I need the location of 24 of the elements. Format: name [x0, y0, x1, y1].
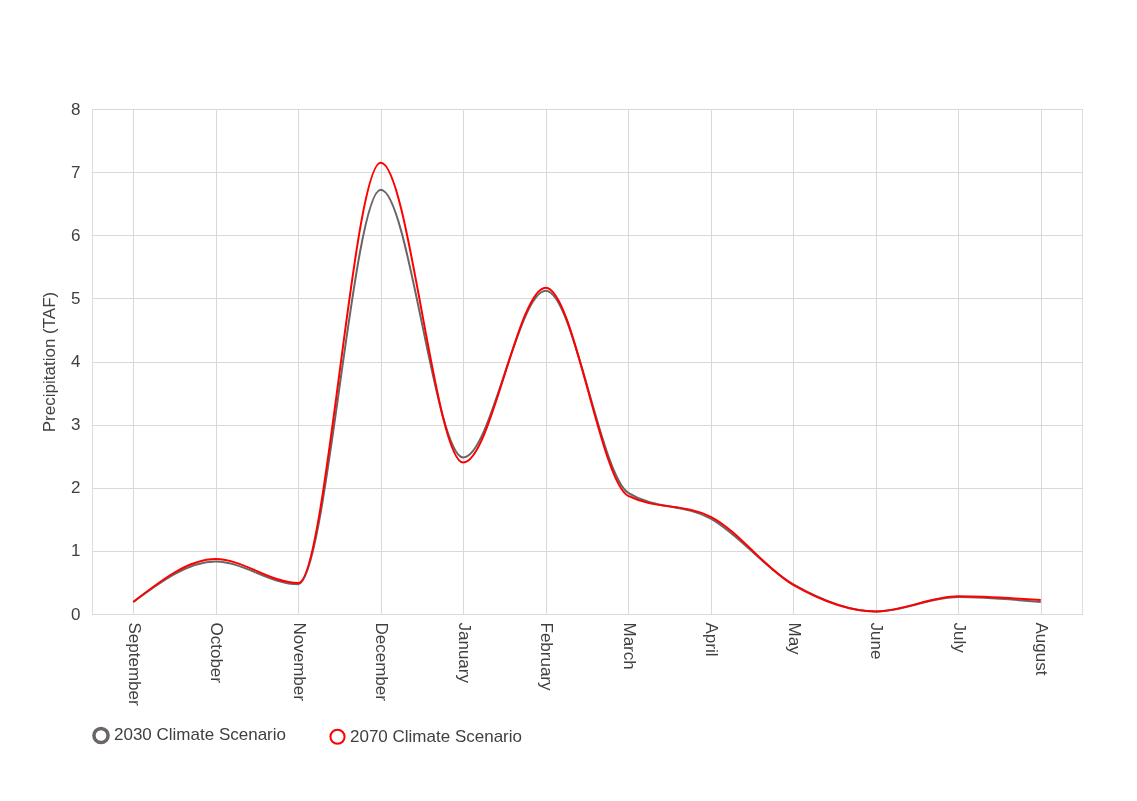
x-tick-label: November	[289, 622, 309, 702]
x-tick-label: September	[124, 622, 144, 706]
legend-label: 2030 Climate Scenario	[114, 725, 286, 745]
y-tick-label: 4	[71, 352, 81, 371]
x-tick-label: June	[867, 622, 887, 660]
x-tick-label: August	[1032, 622, 1052, 676]
x-tick-label: January	[454, 622, 474, 684]
y-tick-label: 1	[71, 541, 81, 561]
x-tick-label: February	[537, 622, 557, 692]
x-tick-label: July	[949, 622, 969, 654]
y-tick-label: 6	[71, 225, 81, 245]
x-tick-label: April	[702, 622, 722, 657]
x-tick-label: December	[372, 622, 392, 702]
x-tick-label: May	[784, 622, 804, 656]
legend-label: 2070 Climate Scenario	[350, 726, 522, 746]
y-tick-label: 5	[71, 288, 81, 308]
x-tick-label: March	[619, 622, 639, 670]
y-tick-label: 8	[71, 99, 81, 119]
y-tick-label: 2	[71, 478, 81, 498]
y-tick-label: 7	[71, 162, 81, 182]
y-tick-label: 0	[71, 604, 81, 624]
y-axis-title: Precipitation (TAF)	[40, 291, 60, 433]
x-tick-label: October	[207, 622, 227, 684]
y-tick-label: 3	[71, 415, 81, 435]
